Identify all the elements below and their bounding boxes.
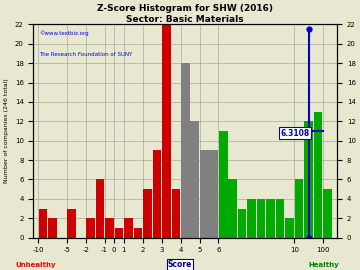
Bar (295, 180, 303, 238)
Bar (143, 189, 152, 238)
Bar (96, 180, 104, 238)
Bar (124, 218, 132, 238)
Bar (181, 63, 190, 238)
Bar (285, 218, 294, 238)
Bar (86, 218, 95, 238)
Y-axis label: Number of companies (246 total): Number of companies (246 total) (4, 79, 9, 183)
Text: Score: Score (168, 260, 192, 269)
Bar (171, 189, 180, 238)
Bar (229, 180, 237, 238)
Bar (247, 199, 256, 238)
Bar (323, 189, 332, 238)
Text: Healthy: Healthy (309, 262, 339, 268)
Text: ©www.textbiz.org: ©www.textbiz.org (40, 31, 89, 36)
Bar (105, 218, 114, 238)
Bar (210, 150, 218, 238)
Bar (304, 121, 313, 238)
Text: Unhealthy: Unhealthy (16, 262, 56, 268)
Bar (266, 199, 275, 238)
Bar (153, 150, 161, 238)
Bar (114, 228, 123, 238)
Bar (257, 199, 265, 238)
Bar (238, 208, 247, 238)
Bar (314, 112, 323, 238)
Bar (39, 208, 47, 238)
Text: 6.3108: 6.3108 (280, 129, 310, 138)
Bar (67, 208, 76, 238)
Bar (219, 131, 228, 238)
Title: Z-Score Histogram for SHW (2016)
Sector: Basic Materials: Z-Score Histogram for SHW (2016) Sector:… (97, 4, 273, 23)
Bar (48, 218, 57, 238)
Bar (134, 228, 142, 238)
Text: The Research Foundation of SUNY: The Research Foundation of SUNY (40, 52, 133, 57)
Bar (276, 199, 284, 238)
Bar (162, 24, 171, 238)
Bar (190, 121, 199, 238)
Bar (200, 150, 208, 238)
